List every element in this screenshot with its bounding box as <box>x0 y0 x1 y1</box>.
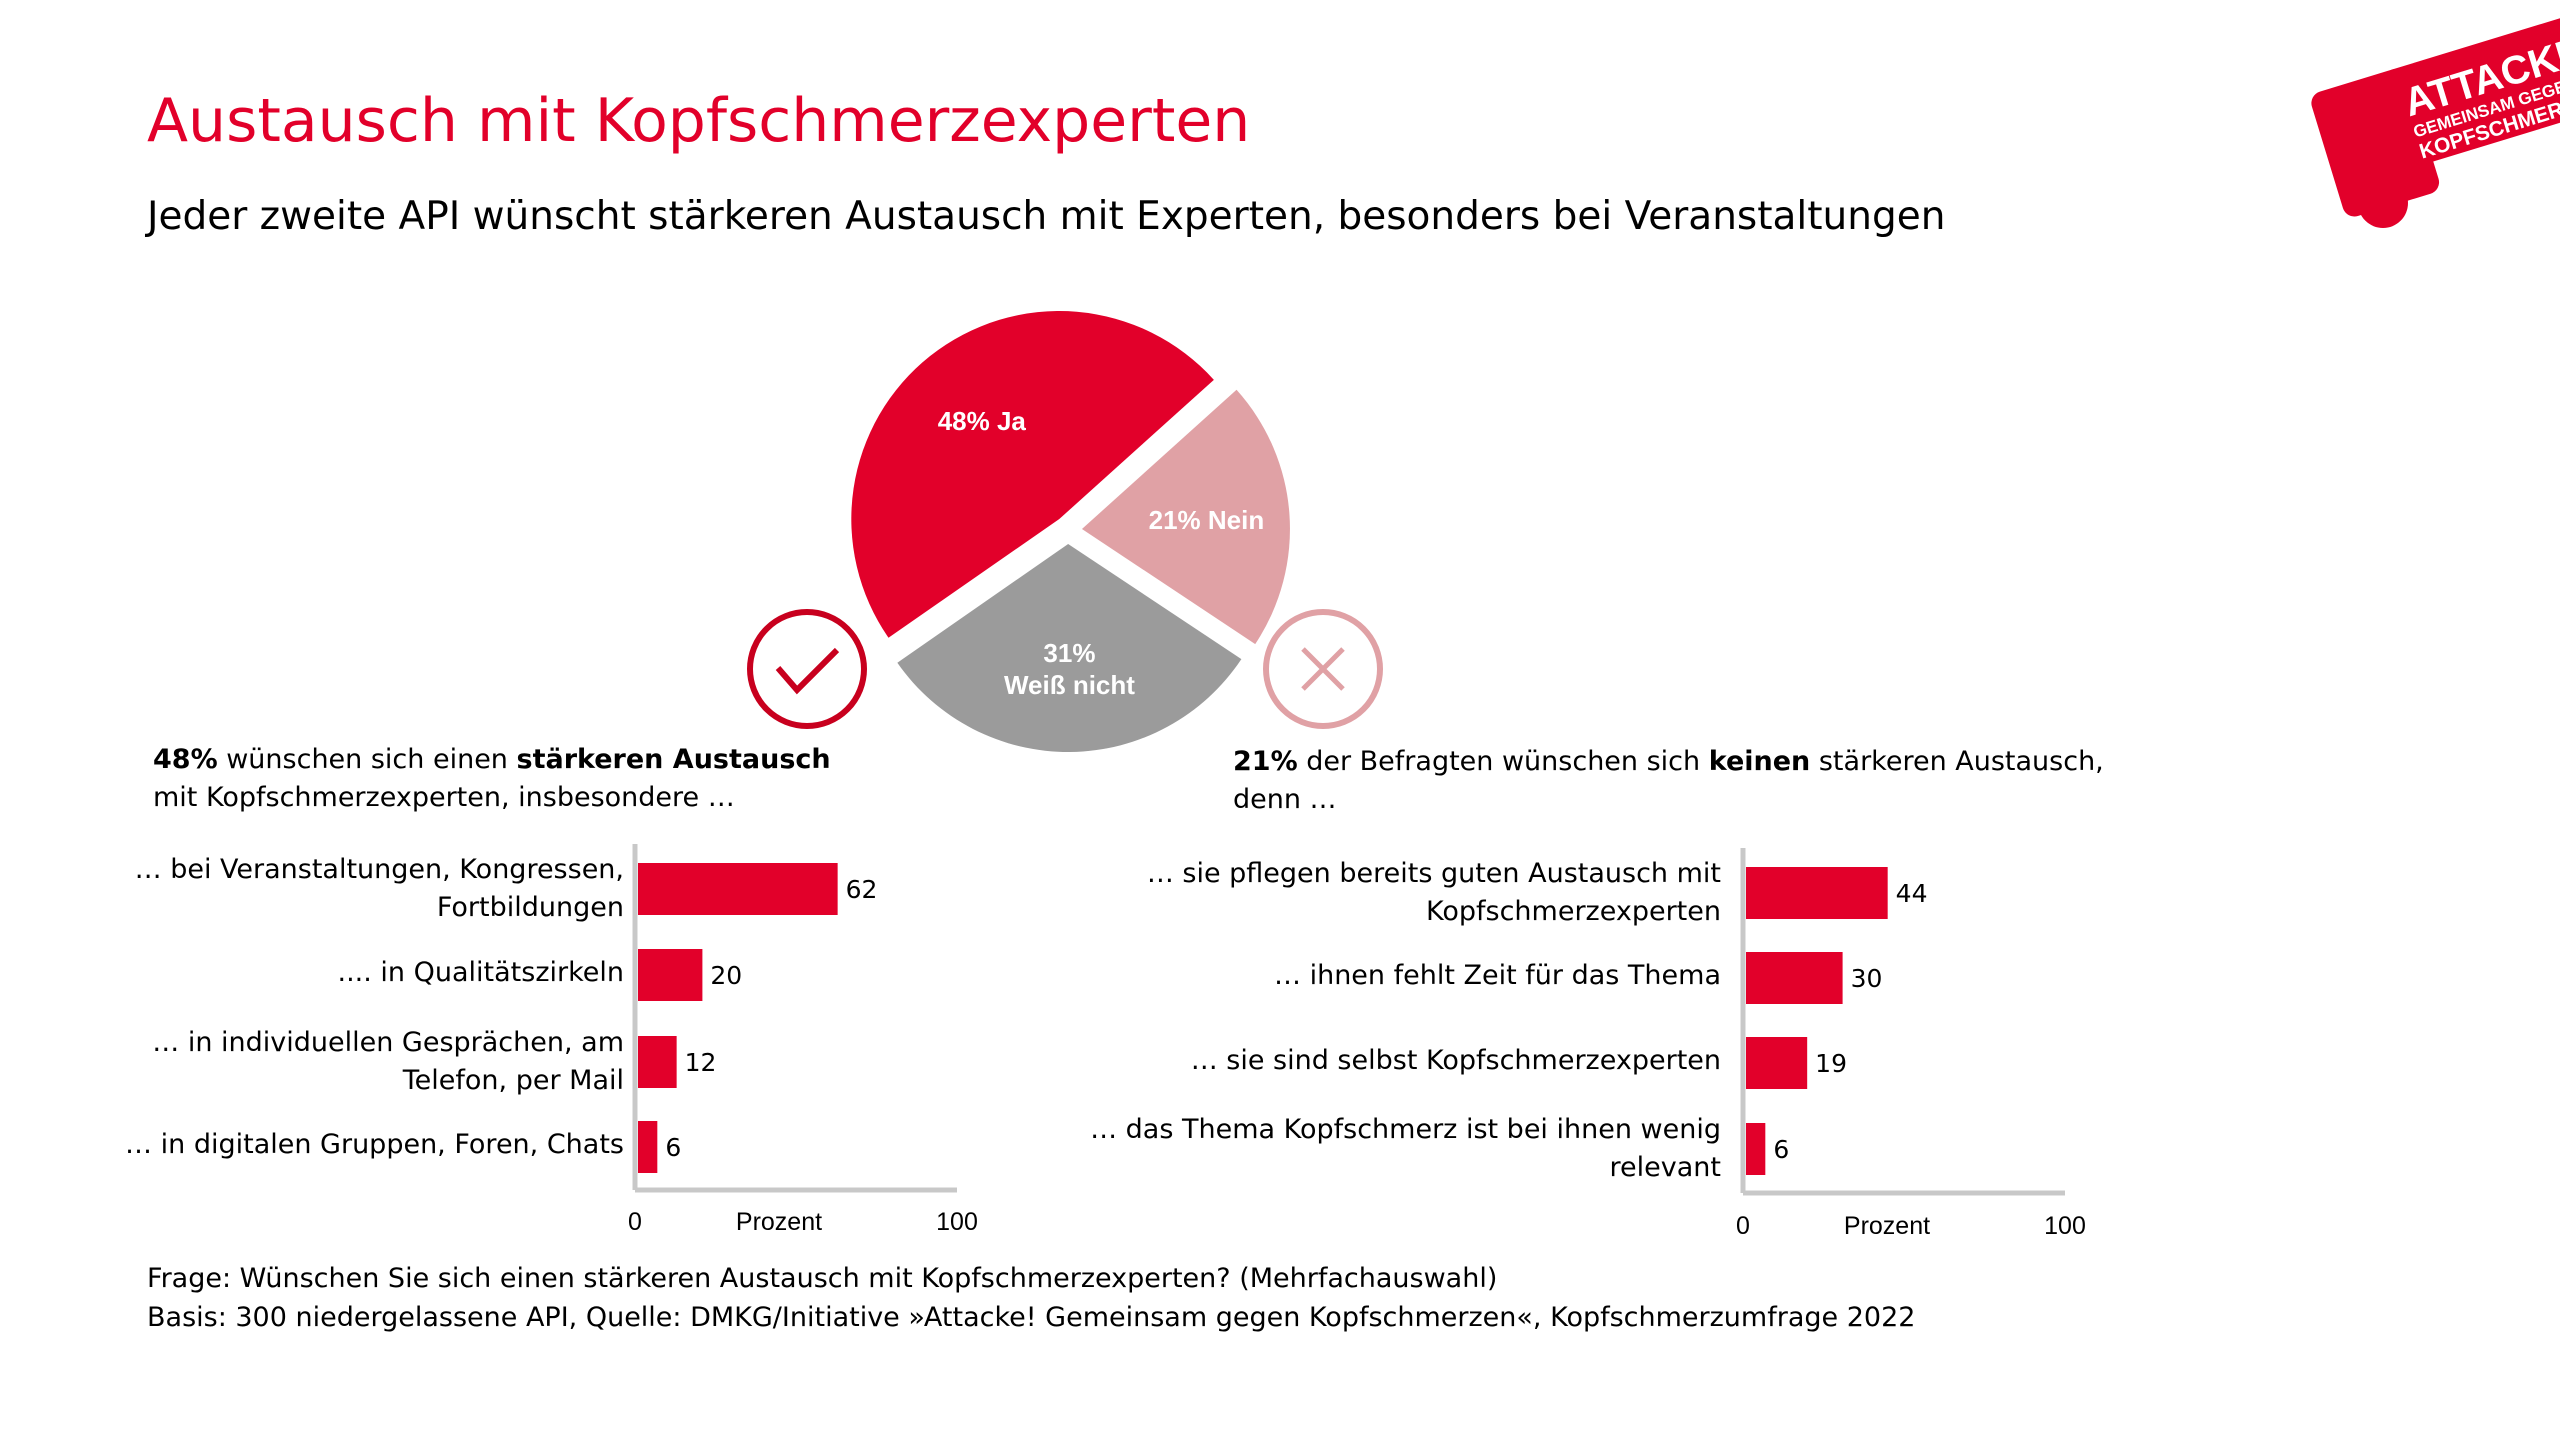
pie-slice-ja <box>851 311 1214 638</box>
check-circle-icon <box>747 609 867 729</box>
right-category-label: … sie pflegen bereits guten Austausch mi… <box>1146 858 1721 927</box>
left-category-label: .... in Qualitätszirkeln <box>337 957 624 988</box>
footer-source: Basis: 300 niedergelassene API, Quelle: … <box>147 1302 1916 1333</box>
right-bar <box>1746 952 1843 1004</box>
footer-question: Frage: Wünschen Sie sich einen stärkeren… <box>147 1263 1498 1294</box>
right-heading: 21% der Befragten wünschen sich keinen s… <box>1233 743 2113 819</box>
left-bar <box>638 1036 677 1088</box>
right-category-label: … sie sind selbst Kopfschmerzexperten <box>1190 1045 1721 1076</box>
pie-chart: 48% Ja 21% Nein 31% Weiß nicht <box>851 311 1290 752</box>
right-heading-emphasis: keinen <box>1708 746 1811 777</box>
pie-slice-nein-label: 21% Nein <box>1149 505 1265 535</box>
left-value-label: 12 <box>685 1048 717 1077</box>
right-tick-label: 100 <box>2044 1212 2086 1240</box>
bar-chart-left: 62 20 12 6 0 100 Prozent <box>628 844 978 1236</box>
right-heading-text-end: stärkeren Austausch, denn … <box>1233 746 2104 815</box>
right-category-label: … das Thema Kopfschmerz ist bei ihnen we… <box>1090 1114 1721 1183</box>
right-heading-text: der Befragten wünschen sich <box>1297 746 1709 777</box>
left-heading-emphasis: stärkeren Austausch <box>516 744 831 775</box>
left-x-axis-label: Prozent <box>736 1208 822 1236</box>
left-category-label: … in digitalen Gruppen, Foren, Chats <box>125 1129 624 1160</box>
pie-slice-weiss-nicht-label: 31% Weiß nicht <box>1004 638 1135 700</box>
right-tick-label: 0 <box>1736 1212 1750 1240</box>
left-heading-text: wünschen sich einen <box>217 744 517 775</box>
left-heading-percent: 48% <box>153 744 218 775</box>
right-value-label: 6 <box>1773 1135 1789 1164</box>
pie-slice-nein <box>1081 389 1290 645</box>
left-category-label: … in individuellen Gesprächen, am Telefon… <box>152 1027 624 1096</box>
right-category-label: … ihnen fehlt Zeit für das Thema <box>1274 960 1721 991</box>
right-bar <box>1746 1037 1808 1089</box>
pie-slice-weiss-nicht <box>897 543 1242 752</box>
right-value-label: 30 <box>1851 964 1883 993</box>
page-title: Austausch mit Kopfschmerzexperten <box>147 86 1251 156</box>
left-heading: 48% wünschen sich einen stärkeren Austau… <box>153 741 873 817</box>
left-value-label: 6 <box>665 1133 681 1162</box>
left-bar <box>638 863 838 915</box>
page-subtitle: Jeder zweite API wünscht stärkeren Austa… <box>147 194 1946 239</box>
bar-chart-right: 44 30 19 6 0 100 Prozent <box>1736 848 2086 1240</box>
right-bar <box>1746 1123 1766 1175</box>
left-bar <box>638 1121 658 1173</box>
left-tick-label: 0 <box>628 1208 642 1236</box>
pie-slice-ja-label: 48% Ja <box>938 406 1027 436</box>
right-bar <box>1746 867 1888 919</box>
right-x-axis-label: Prozent <box>1844 1212 1930 1240</box>
left-value-label: 62 <box>846 875 878 904</box>
right-value-label: 44 <box>1896 879 1928 908</box>
left-bar <box>638 949 703 1001</box>
left-heading-text-end: mit Kopfschmerzexperten, insbesondere … <box>153 782 735 813</box>
right-value-label: 19 <box>1815 1049 1847 1078</box>
x-circle-icon <box>1263 609 1383 729</box>
left-category-label: … bei Veranstaltungen, Kongressen, Fortbi… <box>134 854 624 923</box>
left-value-label: 20 <box>710 961 742 990</box>
right-heading-percent: 21% <box>1233 746 1298 777</box>
left-tick-label: 100 <box>936 1208 978 1236</box>
